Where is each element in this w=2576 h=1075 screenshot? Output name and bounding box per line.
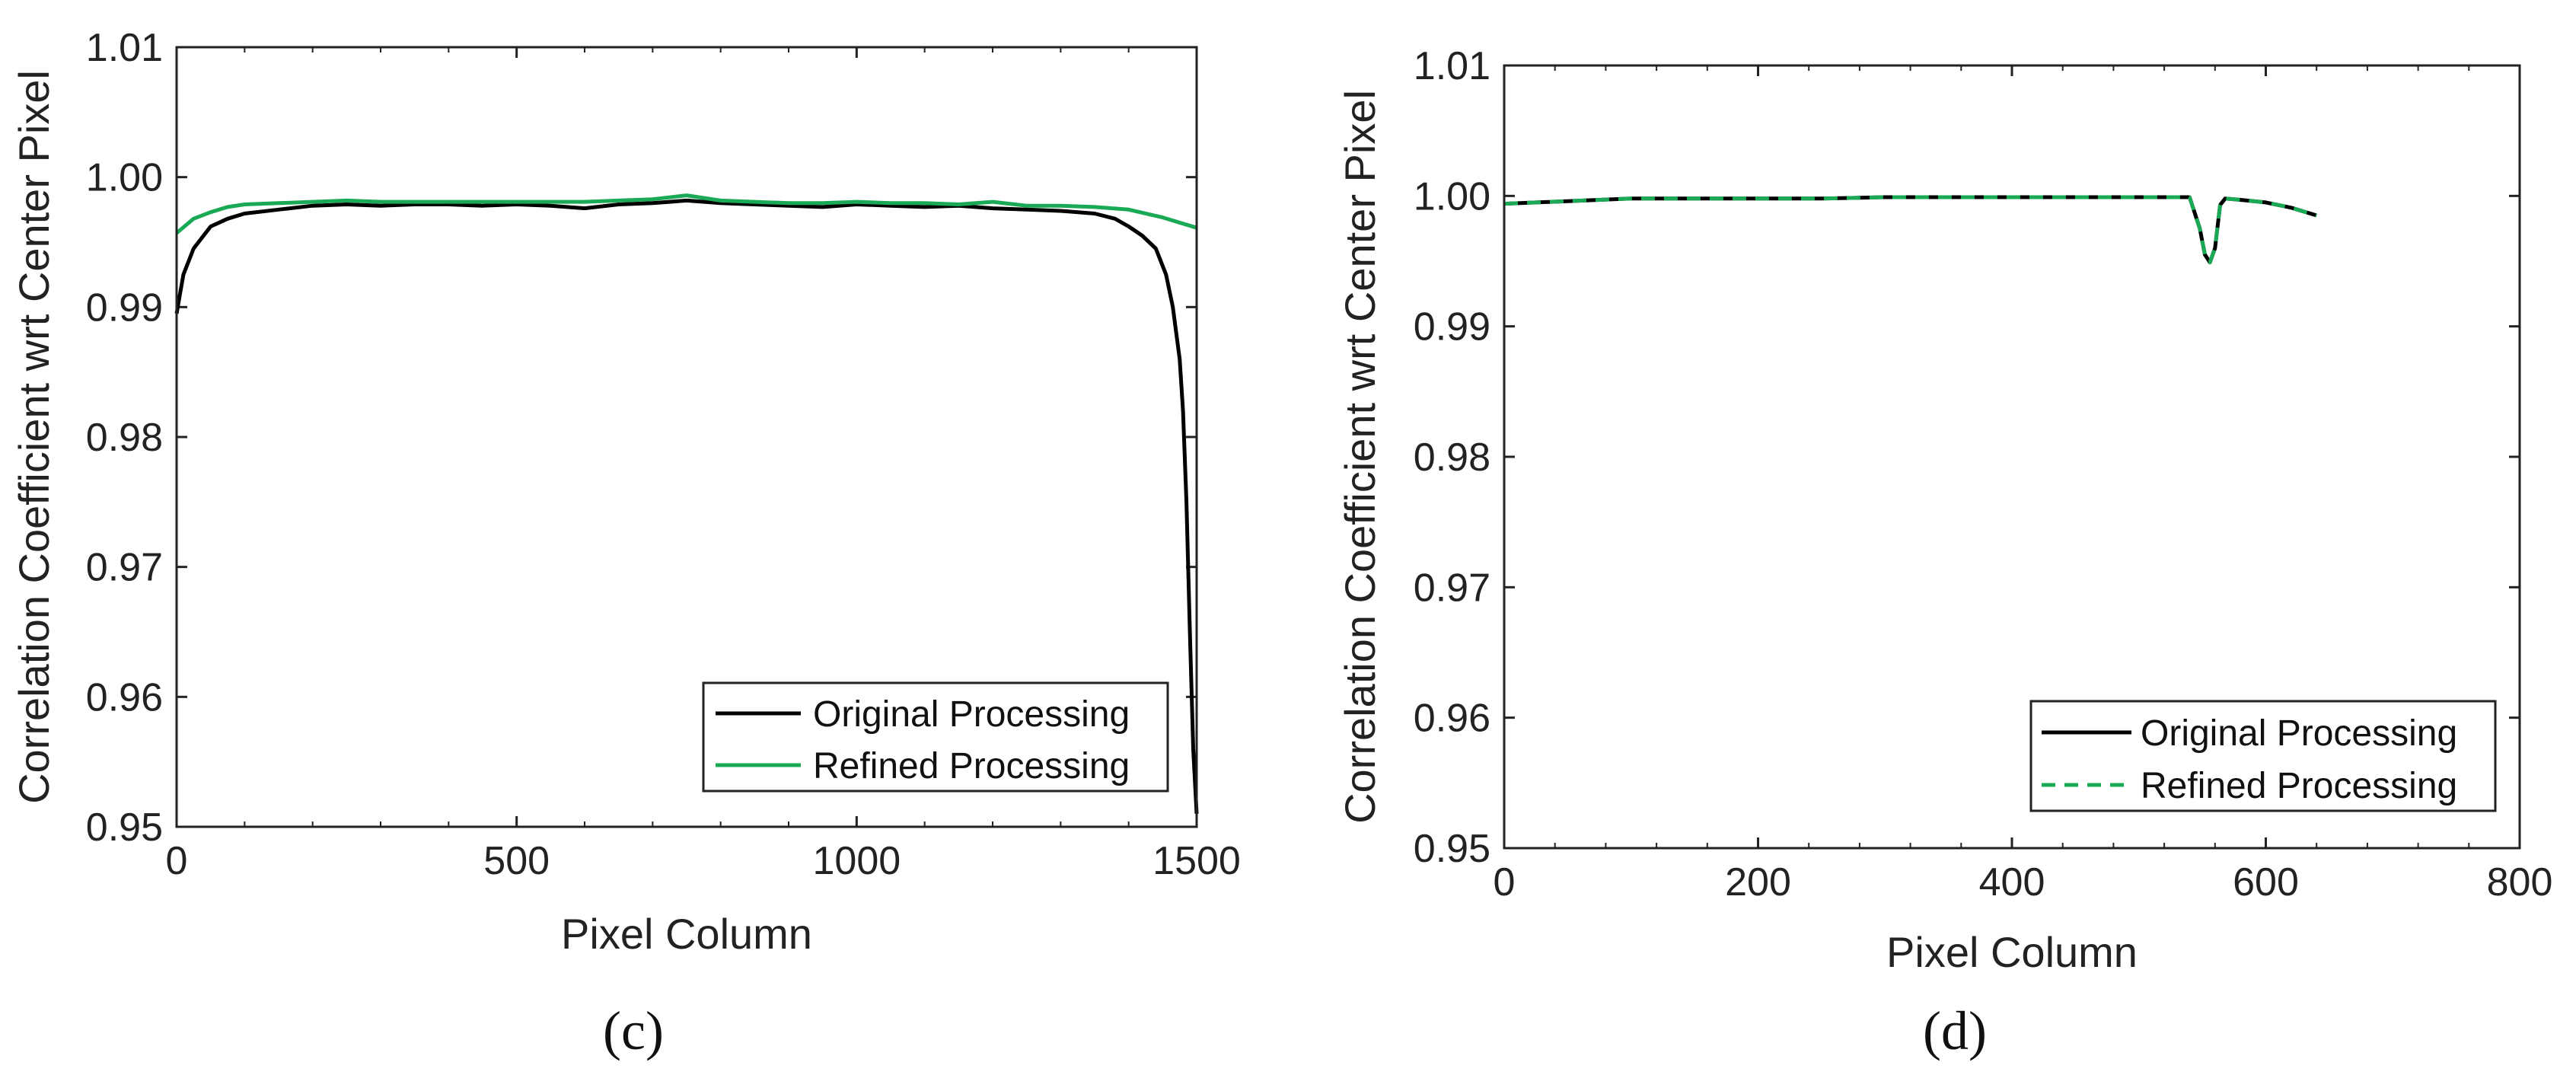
y-tick-label-d: 0.97 — [1414, 566, 1490, 610]
legend-box-c — [702, 681, 1169, 793]
y-tick-label-d: 0.98 — [1414, 435, 1490, 480]
legend-label-refined-d: Refined Processing — [2141, 766, 2457, 806]
y-tick-label-c: 0.95 — [86, 805, 163, 850]
y-tick-label-c: 0.97 — [86, 546, 163, 590]
x-axis-title-c: Pixel Column — [561, 910, 812, 958]
legend-c: Original Processing Refined Processing — [702, 681, 1169, 793]
chart-panel-c: 0 500 1000 1500 0.95 0.96 0.97 0.98 0.99 1.00 1.01… — [10, 26, 1241, 1061]
series-line-refined-d — [1503, 195, 2317, 265]
panel-label-c: (c) — [603, 1000, 664, 1061]
x-axis-title-d: Pixel Column — [1886, 928, 2138, 976]
legend-label-original-c: Original Processing — [813, 694, 1130, 735]
y-tick-label-c: 0.99 — [86, 285, 163, 330]
x-tick-label-c: 0 — [166, 839, 188, 883]
x-tick-label-d: 200 — [1725, 860, 1791, 904]
y-axis-title-d: Correlation Coefficient wrt Center Pixel — [1336, 90, 1384, 824]
y-tick-label-c: 1.01 — [86, 26, 163, 70]
y-tick-label-d: 1.00 — [1414, 174, 1490, 219]
y-tick-label-d: 0.99 — [1414, 305, 1490, 349]
series-line-original-c — [174, 198, 1199, 815]
x-tick-label-d: 800 — [2487, 860, 2553, 904]
x-tick-label-d: 400 — [1979, 860, 2045, 904]
y-tick-label-c: 0.98 — [86, 416, 163, 460]
y-tick-label-d: 1.01 — [1414, 44, 1490, 88]
series-line-refined-c — [175, 193, 1197, 235]
y-tick-label-d: 0.95 — [1414, 827, 1490, 871]
x-tick-label-d: 600 — [2233, 860, 2299, 904]
panel-label-d: (d) — [1923, 1000, 1987, 1061]
y-tick-label-c: 0.96 — [86, 675, 163, 719]
chart-panel-d: 0 200 400 600 800 0.95 0.96 0.97 0.98 0.99 1.00 1.0… — [1336, 44, 2552, 1061]
y-tick-label-c: 1.00 — [86, 156, 163, 200]
plot-frame-d — [1503, 64, 2521, 850]
legend-box-d — [2029, 700, 2497, 812]
x-tick-label-c: 500 — [483, 839, 550, 883]
y-tick-label-d: 0.96 — [1414, 697, 1490, 741]
x-tick-label-d: 0 — [1494, 860, 1516, 904]
legend-d: Original Processing Refined Processing — [2029, 700, 2497, 812]
legend-label-original-d: Original Processing — [2141, 713, 2457, 754]
x-tick-label-c: 1500 — [1153, 839, 1241, 883]
x-tick-label-c: 1000 — [812, 839, 901, 883]
y-axis-title-c: Correlation Coefficient wrt Center Pixel — [10, 70, 58, 804]
legend-label-refined-c: Refined Processing — [813, 746, 1130, 786]
plot-frame-c — [175, 46, 1198, 828]
